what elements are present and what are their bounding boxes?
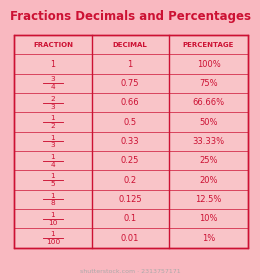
Text: 4: 4	[51, 162, 55, 168]
Text: 0.33: 0.33	[121, 137, 139, 146]
Text: 100: 100	[46, 239, 60, 245]
Text: 10%: 10%	[199, 214, 218, 223]
Text: 75%: 75%	[199, 79, 218, 88]
Text: 0.75: 0.75	[121, 79, 139, 88]
Text: 2: 2	[50, 96, 55, 102]
Text: 4: 4	[51, 84, 55, 90]
Text: 1: 1	[50, 173, 55, 179]
Text: 0.01: 0.01	[121, 234, 139, 243]
Text: 3: 3	[51, 76, 55, 83]
Text: 3: 3	[51, 142, 55, 148]
Text: 5: 5	[51, 181, 55, 187]
Text: 50%: 50%	[199, 118, 218, 127]
Text: 1: 1	[50, 231, 55, 237]
Text: 0.5: 0.5	[124, 118, 137, 127]
Text: Fractions Decimals and Percentages: Fractions Decimals and Percentages	[10, 10, 250, 23]
Text: DECIMAL: DECIMAL	[113, 42, 147, 48]
Text: 1: 1	[50, 134, 55, 141]
Text: 0.1: 0.1	[124, 214, 137, 223]
Text: 12.5%: 12.5%	[195, 195, 222, 204]
Text: 1: 1	[127, 60, 133, 69]
Text: 8: 8	[50, 200, 55, 206]
Text: 1%: 1%	[202, 234, 215, 243]
Text: 3: 3	[51, 104, 55, 109]
Text: 0.25: 0.25	[121, 156, 139, 165]
Text: 10: 10	[48, 220, 58, 226]
Text: 0.125: 0.125	[118, 195, 142, 204]
Text: 1: 1	[50, 154, 55, 160]
Text: 66.66%: 66.66%	[192, 98, 225, 107]
Text: 1: 1	[50, 212, 55, 218]
Text: 2: 2	[50, 123, 55, 129]
Text: 20%: 20%	[199, 176, 218, 185]
Text: 33.33%: 33.33%	[192, 137, 225, 146]
Bar	[14, 35, 248, 248]
Text: 25%: 25%	[199, 156, 218, 165]
Text: 0.66: 0.66	[121, 98, 139, 107]
Text: PERCENTAGE: PERCENTAGE	[183, 42, 234, 48]
Text: 100%: 100%	[197, 60, 220, 69]
Text: FRACTION: FRACTION	[33, 42, 73, 48]
Text: 1: 1	[50, 193, 55, 199]
Text: 1: 1	[50, 115, 55, 121]
Text: shutterstock.com · 2313757171: shutterstock.com · 2313757171	[80, 269, 180, 274]
Text: 1: 1	[50, 60, 55, 69]
Text: 0.2: 0.2	[124, 176, 137, 185]
